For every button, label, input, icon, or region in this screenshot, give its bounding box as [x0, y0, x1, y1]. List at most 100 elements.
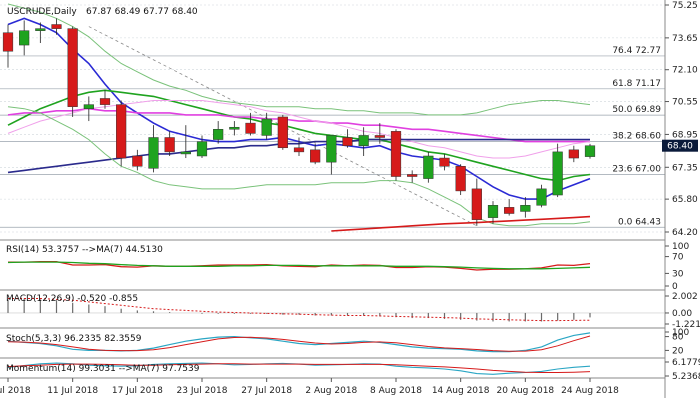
candle[interactable] — [132, 149, 143, 171]
candle[interactable] — [455, 164, 466, 196]
candle[interactable] — [67, 26, 78, 117]
rsi-tick-label: 30 — [672, 269, 684, 279]
candle[interactable] — [277, 114, 288, 150]
candle[interactable] — [261, 112, 272, 140]
candle-body — [390, 131, 402, 177]
x-tick-label: 5 Jul 2018 — [0, 386, 31, 396]
candle[interactable] — [423, 151, 434, 183]
x-tick-label: 20 Aug 2018 — [497, 386, 555, 396]
x-tick-label: 2 Aug 2018 — [305, 386, 357, 396]
candle[interactable] — [407, 170, 418, 183]
momentum-tick-label: 6.1779 — [672, 358, 700, 368]
moving-average-line-2 — [7, 107, 590, 143]
candle[interactable] — [326, 135, 337, 175]
candle[interactable] — [390, 129, 402, 181]
candle[interactable] — [374, 123, 385, 144]
candle-body — [374, 135, 385, 138]
rsi-tick-label: 0 — [672, 282, 678, 292]
candle[interactable] — [310, 143, 321, 165]
rsi-label: RSI(14) 53.3757 -->MA(7) 44.5130 — [6, 245, 163, 255]
x-tick-label: 8 Aug 2018 — [370, 386, 422, 396]
candle-body — [229, 126, 240, 130]
y-tick-label: 65.80 — [672, 195, 698, 205]
ohlc-readout: 67.87 68.49 67.77 68.40 — [86, 7, 198, 17]
moving-average-line-5 — [7, 3, 591, 116]
rsi-tick-label: 100 — [672, 242, 689, 252]
candle[interactable] — [99, 90, 111, 109]
candle[interactable] — [520, 197, 531, 218]
x-tick-label: 11 Jul 2018 — [47, 386, 98, 396]
stoch-d-line — [7, 335, 591, 352]
y-tick-label: 70.55 — [672, 98, 698, 108]
macd-tick-label: 0.00 — [672, 309, 692, 319]
candle-body — [358, 135, 369, 146]
candle[interactable] — [358, 127, 369, 156]
candle-body — [245, 122, 256, 134]
candle-body — [455, 166, 466, 192]
candle-body — [504, 207, 515, 214]
candle[interactable] — [35, 22, 46, 44]
fib-level-label: 23.6 67.00 — [612, 164, 661, 174]
stoch-tick-label: 100 — [672, 328, 689, 338]
y-tick-label: 64.20 — [672, 228, 698, 238]
candle[interactable] — [229, 121, 240, 136]
candle[interactable] — [293, 137, 305, 156]
y-tick-label: 68.95 — [672, 130, 698, 140]
chart-title: USCRUDE,Daily — [7, 7, 77, 17]
candle[interactable] — [471, 178, 482, 226]
candle[interactable] — [487, 201, 499, 224]
y-tick-label: 73.65 — [672, 34, 698, 44]
candle[interactable] — [180, 125, 191, 159]
candle[interactable] — [164, 131, 175, 156]
rsi-tick-label: 70 — [672, 253, 684, 263]
price-axis: 75.25 73.65 72.10 70.55 68.95 67.35 65.80 64.20 — [664, 0, 698, 398]
candle[interactable] — [196, 135, 208, 159]
candle[interactable] — [552, 143, 563, 198]
candle-body — [342, 137, 353, 146]
candle[interactable] — [536, 184, 547, 208]
candle[interactable] — [51, 18, 62, 35]
candle-body — [326, 135, 337, 163]
candle-body — [407, 174, 418, 177]
candle-body — [51, 24, 62, 29]
candle[interactable] — [504, 199, 515, 216]
candle[interactable] — [245, 112, 256, 136]
candle-body — [487, 205, 499, 218]
candle[interactable] — [83, 96, 94, 122]
candle-body — [277, 116, 288, 149]
candle-body — [83, 104, 94, 109]
indicator-panels: 100703002.0020.00-1.22110080206.17795.23… — [0, 239, 700, 382]
rsi-ma-line — [7, 261, 591, 270]
y-tick-label: 75.25 — [672, 1, 698, 11]
candle-body — [196, 141, 208, 157]
candle-body — [261, 118, 272, 136]
candle-body — [19, 30, 30, 46]
candle-body — [310, 149, 321, 163]
candle[interactable] — [342, 129, 353, 148]
main-grid — [0, 4, 665, 233]
candles-layer[interactable] — [2, 18, 596, 226]
candle-body — [423, 155, 434, 179]
candle-body — [213, 129, 224, 140]
candle[interactable] — [19, 20, 30, 56]
candle-body — [584, 145, 596, 157]
candle[interactable] — [213, 121, 224, 144]
last-price-label: 68.40 — [667, 142, 693, 152]
last-price-marker: 68.40 — [662, 139, 698, 152]
momentum-ma-line — [7, 363, 591, 373]
candle[interactable] — [116, 100, 127, 167]
candle[interactable] — [439, 153, 450, 171]
candle[interactable] — [148, 125, 159, 173]
candle[interactable] — [568, 145, 579, 163]
candle-body — [164, 137, 175, 153]
candle-body — [552, 151, 563, 196]
moving-average-line-6 — [7, 106, 591, 227]
candle[interactable] — [2, 24, 14, 68]
macd-label: MACD(12,26,9) -0.520 -0.855 — [6, 294, 138, 304]
candle-body — [67, 28, 78, 107]
stoch-tick-label: 80 — [672, 333, 684, 343]
fib-level-label: 50.0 69.89 — [612, 105, 661, 115]
candle[interactable] — [584, 143, 596, 159]
